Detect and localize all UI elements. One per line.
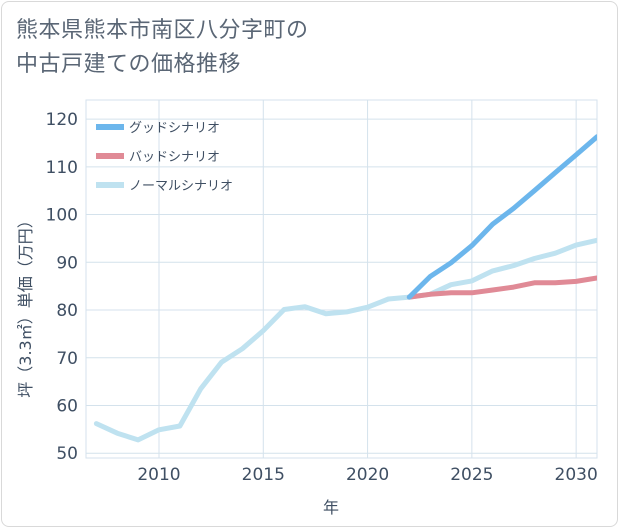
x-tick-label: 2015 [242,465,285,485]
y-axis-title: 坪（3.3㎡）単価（万円） [16,212,35,397]
series-layer [93,134,597,443]
y-tick-label: 110 [46,158,78,178]
y-tick-label: 80 [56,301,78,321]
x-axis-ticks: 2010 2015 2020 2025 2030 [137,465,597,485]
series-line-good [406,134,597,300]
chart-title-line1: 熊本県熊本市南区八分字町の [16,18,309,43]
y-tick-label: 70 [56,349,78,369]
y-tick-label: 90 [56,253,78,273]
grid-layer [85,99,598,459]
y-tick-label: 60 [56,396,78,416]
x-axis-title: 年 [323,498,339,517]
legend-label-good: グッドシナリオ [129,121,220,136]
y-axis-ticks: 50 60 70 80 90 100 110 120 [46,110,78,464]
chart-title: 熊本県熊本市南区八分字町の 中古戸建ての価格推移 [16,14,576,82]
chart-title-line2: 中古戸建ての価格推移 [16,52,242,77]
legend-label-bad: バッドシナリオ [129,150,220,165]
y-tick-label: 120 [46,110,78,130]
x-tick-label: 2010 [137,465,180,485]
y-tick-label: 100 [46,206,78,226]
series-line-normal [93,237,597,443]
legend-label-normal: ノーマルシナリオ [129,179,233,194]
series-line-bad [406,275,597,300]
x-tick-label: 2020 [346,465,389,485]
y-tick-label: 50 [56,444,78,464]
x-tick-label: 2025 [450,465,493,485]
x-tick-label: 2030 [555,465,598,485]
